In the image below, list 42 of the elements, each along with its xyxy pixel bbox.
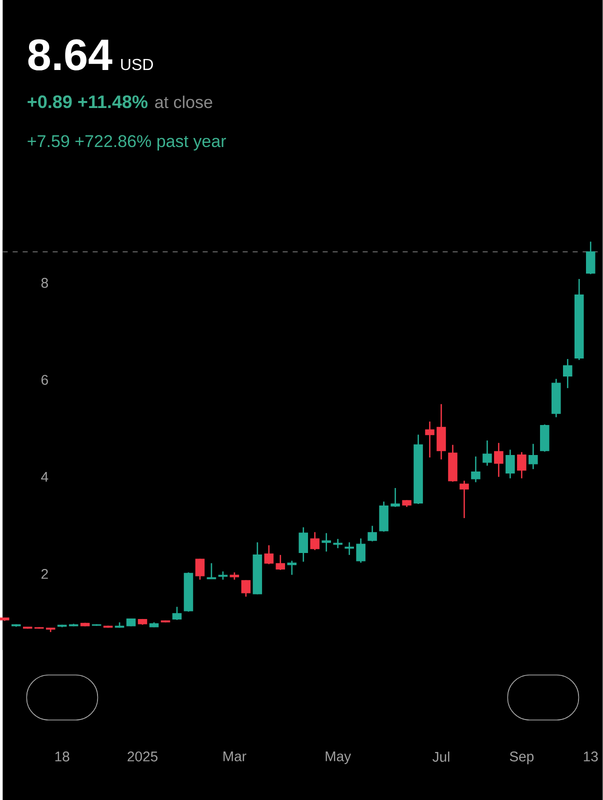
x-tick-label: Jul bbox=[432, 752, 450, 762]
text: +7.59 +722.86% past year bbox=[28, 135, 226, 151]
candlestick bbox=[276, 554, 285, 571]
candlestick bbox=[287, 560, 296, 576]
y-tick-label: 6 bbox=[41, 374, 48, 385]
candlestick bbox=[390, 487, 400, 508]
candlestick bbox=[494, 442, 504, 478]
candlestick bbox=[506, 449, 515, 479]
x-tick-label: 13 bbox=[584, 752, 598, 762]
y-tick-label: 4 bbox=[41, 472, 48, 482]
candlestick bbox=[517, 451, 526, 479]
candlestick bbox=[528, 443, 538, 470]
x-tick-label: Mar bbox=[223, 752, 246, 762]
candlestick bbox=[356, 538, 366, 564]
candlestick bbox=[436, 403, 446, 460]
candlestick bbox=[172, 606, 182, 621]
candlestick bbox=[586, 240, 596, 275]
candlestick bbox=[264, 544, 274, 565]
y-tick-label: 8 bbox=[41, 278, 48, 288]
candlestick bbox=[298, 526, 308, 562]
candlestick bbox=[195, 558, 205, 580]
candlestick bbox=[460, 480, 469, 519]
y-tick-label: 2 bbox=[41, 568, 48, 579]
chart-title: 8.64 bbox=[28, 39, 112, 70]
candlestick bbox=[206, 562, 216, 580]
x-tick-label: May bbox=[326, 752, 352, 764]
candlestick bbox=[562, 358, 572, 389]
candlestick bbox=[471, 456, 480, 483]
x-tick-label: 18 bbox=[55, 752, 70, 762]
candlestick bbox=[241, 580, 251, 598]
candlestick bbox=[322, 532, 331, 552]
candlestick bbox=[310, 531, 320, 551]
text: USD bbox=[121, 58, 153, 70]
candlestick bbox=[368, 525, 377, 542]
text: at close bbox=[155, 96, 212, 108]
candlestick bbox=[344, 542, 354, 556]
x-tick-label: 2025 bbox=[128, 752, 158, 762]
candlestick bbox=[482, 440, 492, 466]
x-tick-label: Sep bbox=[510, 752, 534, 764]
candlestick bbox=[333, 538, 342, 549]
text: +0.89 +11.48% bbox=[28, 95, 148, 108]
candlestick bbox=[425, 420, 434, 458]
